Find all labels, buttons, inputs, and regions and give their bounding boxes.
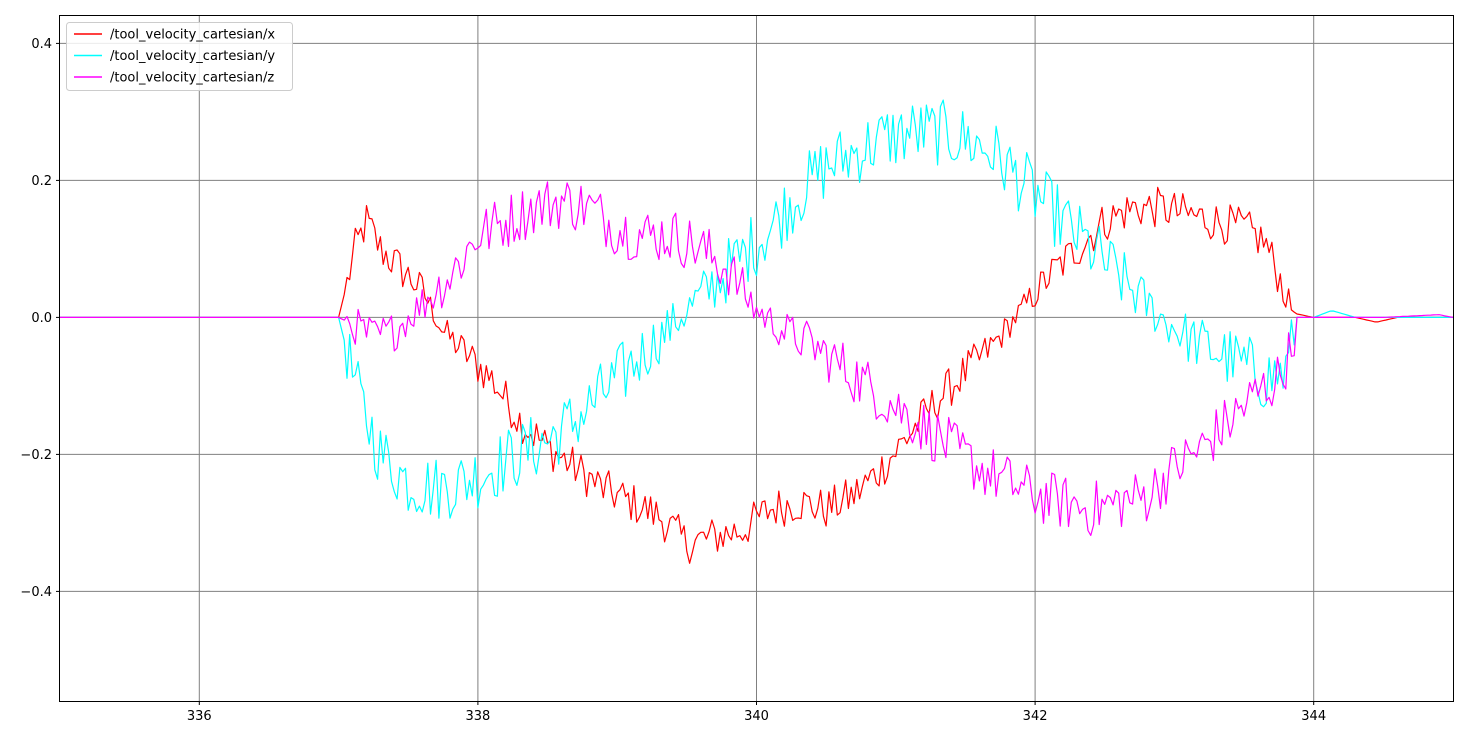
y-tick-label: 0.0 (31, 311, 52, 326)
y-tick-label: −0.4 (20, 585, 52, 600)
x-tick-label: 338 (465, 709, 490, 724)
legend-label: /tool_velocity_cartesian/x (110, 28, 275, 43)
series-line-z (60, 181, 1454, 536)
x-tick-label: 336 (187, 709, 212, 724)
y-tick-label: 0.2 (31, 174, 52, 189)
axis-ticks: 336 338 340 342 344 0.4 0.2 0.0 −0.2 −0.4 (20, 37, 1326, 724)
x-tick-label: 342 (1023, 709, 1048, 724)
x-tick-label: 340 (744, 709, 769, 724)
legend-box (66, 22, 293, 91)
legend-label: /tool_velocity_cartesian/y (110, 49, 275, 64)
x-tick-label: 344 (1301, 709, 1326, 724)
y-tick-label: 0.4 (31, 37, 52, 52)
series-lines (60, 99, 1454, 564)
legend-label: /tool_velocity_cartesian/z (110, 71, 274, 86)
y-tick-label: −0.2 (20, 448, 52, 463)
legend: /tool_velocity_cartesian/x/tool_velocity… (66, 22, 293, 91)
